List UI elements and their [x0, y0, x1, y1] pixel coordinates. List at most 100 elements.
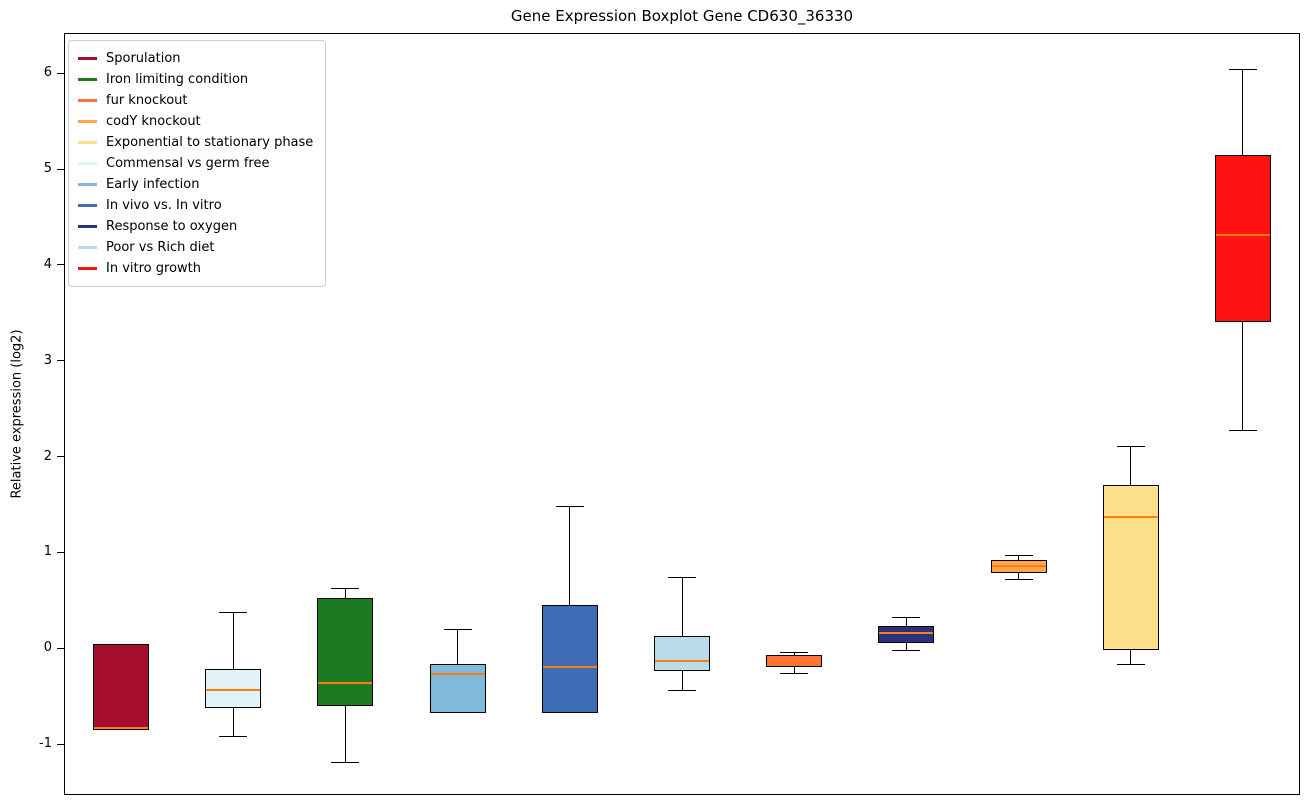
legend: Sporulation Iron limiting condition fur kn… — [68, 40, 327, 287]
plot-area: Sporulation Iron limiting condition fur kn… — [64, 33, 1300, 795]
median-line — [767, 659, 822, 662]
legend-color-line — [78, 57, 97, 60]
box — [317, 597, 374, 706]
y-tick-label: 5 — [43, 161, 52, 177]
upper-whisker — [793, 652, 795, 656]
legend-item: Early infection — [78, 174, 313, 195]
upper-whisker — [569, 506, 571, 606]
upper-whisker-cap — [443, 629, 472, 631]
legend-item: Sporulation — [78, 48, 313, 69]
boxplot-early-infection — [429, 34, 486, 794]
legend-label: codY knockout — [106, 114, 201, 129]
y-tick-label: -1 — [39, 736, 52, 752]
upper-whisker-cap — [780, 652, 809, 654]
median-line — [879, 631, 934, 634]
chart-title: Gene Expression Boxplot Gene CD630_36330 — [510, 7, 854, 25]
legend-label: In vitro growth — [106, 261, 201, 276]
lower-whisker — [793, 667, 795, 675]
box — [429, 663, 486, 714]
boxplot-in-vitro-growth — [1214, 34, 1271, 794]
box — [205, 669, 262, 708]
legend-label: Iron limiting condition — [106, 72, 249, 87]
upper-whisker-cap — [1228, 68, 1257, 70]
y-tick-mark — [57, 264, 64, 266]
lower-whisker — [681, 671, 683, 692]
y-tick-label: 2 — [43, 448, 52, 464]
legend-color-line — [78, 246, 97, 249]
legend-item: fur knockout — [78, 90, 313, 111]
upper-whisker-cap — [668, 577, 696, 579]
boxplot-poor-vs-rich-diet — [654, 34, 710, 794]
lower-whisker — [232, 707, 234, 738]
box — [1102, 485, 1159, 651]
lower-whisker-cap — [1228, 429, 1257, 431]
box — [654, 635, 710, 672]
upper-whisker-cap — [892, 616, 921, 618]
y-tick-mark — [57, 551, 64, 553]
y-tick-mark — [57, 647, 64, 649]
boxplot-fur-knockout — [766, 34, 823, 794]
lower-whisker-cap — [331, 762, 360, 764]
lower-whisker — [1018, 572, 1020, 581]
y-tick-mark — [57, 456, 64, 458]
upper-whisker-cap — [555, 506, 584, 508]
y-tick-label: 1 — [43, 544, 52, 560]
box — [878, 626, 935, 643]
median-line — [430, 673, 485, 676]
upper-whisker-cap — [1004, 555, 1033, 557]
legend-color-line — [78, 162, 97, 165]
legend-label: Response to oxygen — [106, 219, 238, 234]
legend-item: codY knockout — [78, 111, 313, 132]
median-line — [1215, 234, 1270, 237]
legend-color-line — [78, 225, 97, 228]
legend-item: Iron limiting condition — [78, 69, 313, 90]
box — [93, 643, 150, 730]
lower-whisker-cap — [1116, 663, 1145, 665]
legend-label: Exponential to stationary phase — [106, 135, 314, 150]
median-line — [206, 689, 261, 692]
legend-item: Commensal vs germ free — [78, 153, 313, 174]
legend-color-line — [78, 183, 97, 186]
legend-label: Poor vs Rich diet — [106, 240, 215, 255]
boxplot-exponential-to-stationary-phase — [1102, 34, 1159, 794]
lower-whisker — [344, 705, 346, 764]
y-tick-mark — [57, 743, 64, 745]
upper-whisker — [681, 577, 683, 636]
y-tick-label: 6 — [43, 65, 52, 81]
legend-label: Commensal vs germ free — [106, 156, 270, 171]
upper-whisker — [457, 629, 459, 664]
legend-color-line — [78, 78, 97, 81]
median-line — [542, 666, 597, 669]
median-line — [1103, 516, 1158, 519]
upper-whisker-cap — [331, 587, 360, 589]
y-tick-label: 4 — [43, 256, 52, 272]
box — [541, 605, 598, 714]
lower-whisker-cap — [219, 736, 248, 738]
y-tick-mark — [57, 360, 64, 362]
lower-whisker — [1242, 322, 1244, 431]
legend-item: Poor vs Rich diet — [78, 237, 313, 258]
legend-label: Sporulation — [106, 51, 181, 66]
boxplot-iron-limiting-condition — [317, 34, 374, 794]
boxplot-response-to-oxygen — [878, 34, 935, 794]
upper-whisker — [232, 611, 234, 670]
legend-item: In vitro growth — [78, 258, 313, 279]
legend-color-line — [78, 120, 97, 123]
upper-whisker — [905, 616, 907, 627]
boxplot-sporulation — [93, 34, 150, 794]
legend-item: In vivo vs. In vitro — [78, 195, 313, 216]
legend-label: In vivo vs. In vitro — [106, 198, 222, 213]
boxplot-commensal-vs-germ-free — [205, 34, 262, 794]
upper-whisker-cap — [219, 611, 248, 613]
box — [1214, 154, 1271, 323]
lower-whisker — [1130, 650, 1132, 665]
upper-whisker — [1242, 68, 1244, 155]
lower-whisker-cap — [892, 650, 921, 652]
upper-whisker — [1130, 446, 1132, 486]
legend-label: fur knockout — [106, 93, 188, 108]
legend-color-line — [78, 141, 97, 144]
boxplot-in-vivo-vs-in-vitro — [541, 34, 598, 794]
median-line — [318, 681, 373, 684]
legend-color-line — [78, 99, 97, 102]
